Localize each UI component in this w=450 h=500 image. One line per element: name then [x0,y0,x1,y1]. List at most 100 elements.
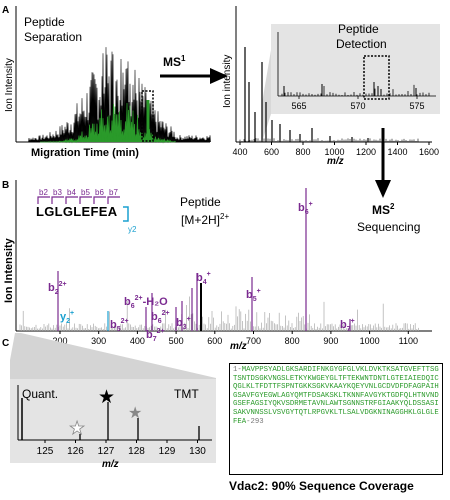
panel-b-label: B [2,180,9,191]
ion-label: b7+ [340,318,355,333]
precursor-label-1: Peptide [180,195,221,209]
ms2-spectrum: 200 300 400 500 600 700 800 900 1000 1100 Ion Int… [3,180,432,352]
b-ladder-label: b2 [39,188,48,197]
ion-label: b62+ [151,310,170,325]
ms1-tick-label: 1400 [387,147,407,157]
tmt-x-ticks: 125 126 127 128 129 130 [37,440,206,457]
ms2-tick-label: 1100 [399,336,418,346]
b-ladder-label: b3 [53,188,62,197]
ms1-tick-label: 600 [264,147,279,157]
ion-labels: b6+ b4+ b22+ b5+ b62+-H₂O y2+ b52+ b62+ b3+ b72+ b… [48,201,355,343]
ion-label: b22+ [48,281,67,296]
ms2-tick-label: 500 [169,336,184,346]
b-ladder-label: b7 [109,188,118,197]
tmt-x-label: m/z [102,459,119,470]
sequence-text: MAVPPSYADLGKSARDIFNKGYGFGLVKLDVKTKSATGVE… [233,366,439,426]
ms2-arrow [375,128,391,198]
separation-y-label: Ion Intensity [4,58,15,112]
protein-sequence-box: 1-MAVPPSYADLGKSARDIFNKGYGFGLVKLDVKTKSATG… [229,363,443,475]
sequence-prefix: 1- [233,366,242,374]
tmt-quant-plot: 125 126 127 128 129 130 Quant. TMT m/z ★ ★ ★ [10,379,216,470]
detection-line2: Detection [336,37,387,51]
ms1-tick-label: 1200 [356,147,376,157]
separation-title-line2: Separation [24,30,82,44]
tmt-tick-label: 130 [189,446,206,457]
ion-label: b52+ [110,318,129,333]
quant-label: Quant. [22,387,58,401]
ms1-arrow: MS1 [160,54,228,84]
tmt-label: TMT [174,387,199,401]
ion-label: b4+ [196,271,211,286]
y2-ladder-label: y2 [128,225,137,234]
ms2-tick-label: 600 [207,336,222,346]
ms1-tick-label: 800 [295,147,310,157]
b-ladder-label: b6 [95,188,104,197]
coverage-caption: Vdac2: 90% Sequence Coverage [229,479,414,493]
separation-x-label: Migration Time (min) [31,147,139,159]
separation-plot: Peptide Separation Ion Intensity Migrati… [4,6,211,159]
detection-box [363,55,390,100]
ion-label: b62+-H₂O [124,295,168,310]
ms2-tick-label: 200 [52,336,67,346]
ms1-x-label: m/z [327,156,344,167]
inset-x-ticks: 565 570 575 [291,96,425,111]
ms2-label: MS2 [372,202,395,217]
peptide-sequence: LGLGLEFEA [36,204,118,219]
inset-tick-label: 570 [350,101,365,111]
tmt-tick-label: 127 [98,446,115,457]
ms1-tick-label: 1600 [419,147,439,157]
ms2-tick-label: 300 [91,336,106,346]
inset-spectrum: 565 570 575 Peptide Detection [277,22,436,111]
separation-title-line1: Peptide [24,15,65,29]
ion-label: y2+ [60,310,74,325]
ms2-noise-peaks [19,296,419,331]
gray-star-icon: ★ [128,405,142,422]
zoom-funnel [10,333,216,383]
zoom-wedge [262,50,271,142]
ms2-y-label: Ion Intensity [3,237,15,303]
ms2-tick-label: 1000 [360,336,380,346]
sequencing-label: Sequencing [357,220,420,234]
panel-c-label: C [2,338,9,349]
tmt-tick-label: 128 [128,446,145,457]
ms2-tick-label: 400 [130,336,145,346]
tmt-background [10,379,216,463]
detection-line1: Peptide [338,22,379,36]
ms1-x-ticks: 400 600 800 1000 1200 1400 1600 [232,142,439,157]
ms2-tick-label: 800 [285,336,300,346]
ms2-tick-label: 700 [246,336,261,346]
panel-a-label: A [2,5,9,16]
selected-peak-box [141,90,154,142]
ion-label: b3+ [176,316,191,331]
b-ladder-bracket [51,196,64,204]
ion-label: b5+ [246,288,261,303]
precursor-label-2: [M+2H]2+ [181,212,229,227]
ms2-tick-label: 900 [323,336,338,346]
ms1-spectrum: 400 600 800 1000 1200 1400 1600 Ion intensity … [222,6,440,167]
tmt-tick-label: 129 [159,446,176,457]
fragment-ladder: b2 b3 b4 b5 b6 b7 LGLGLEFEA y2 [36,188,137,234]
b-ladder-bracket [107,196,120,204]
b-ion-ladder: b2 b3 b4 b5 b6 b7 [37,188,120,204]
ms1-peaks [239,47,419,142]
b-ladder-label: b5 [81,188,90,197]
sequence-suffix: -293 [246,417,264,426]
inset-peaks [281,82,430,96]
ion-label: b6+ [298,201,313,216]
tmt-tick-label: 125 [37,446,54,457]
inset-tick-label: 565 [291,101,306,111]
b-ladder-label: b4 [67,188,76,197]
ms1-tick-label: 1000 [324,147,344,157]
ms1-tick-label: 400 [232,147,247,157]
ms2-x-ticks: 200 300 400 500 600 700 800 900 1000 1100 [52,331,418,346]
b-ladder-bracket [37,196,50,204]
ms1-label: MS1 [163,54,186,69]
ion-label: b72+ [146,328,165,343]
ms1-y-label: Ion intensity [222,55,233,108]
b-ladder-bracket [65,196,78,204]
b-ladder-bracket [79,196,92,204]
black-star-icon: ★ [98,387,115,408]
tmt-tick-label: 126 [67,446,84,457]
inset-tick-label: 575 [409,101,424,111]
